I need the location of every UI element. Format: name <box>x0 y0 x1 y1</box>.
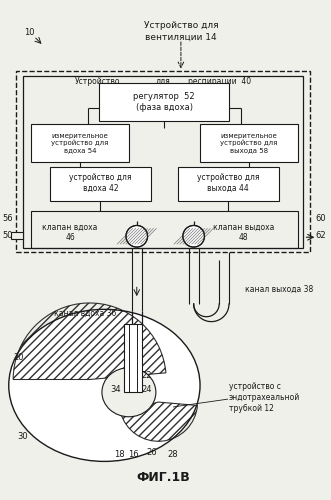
Text: 56: 56 <box>2 214 13 223</box>
Bar <box>31 211 298 248</box>
Text: для: для <box>156 77 170 86</box>
Circle shape <box>183 226 205 247</box>
Text: 26: 26 <box>146 448 157 456</box>
Text: клапан выдоха
48: клапан выдоха 48 <box>213 222 274 242</box>
Bar <box>124 324 142 392</box>
Text: 22: 22 <box>141 371 152 380</box>
Text: Устройство для
вентиляции 14: Устройство для вентиляции 14 <box>144 22 218 42</box>
Text: 32: 32 <box>125 368 136 377</box>
Text: канал выхода 38: канал выхода 38 <box>245 284 313 294</box>
Ellipse shape <box>9 310 200 462</box>
Bar <box>100 83 229 120</box>
Bar <box>178 166 279 201</box>
Bar <box>50 166 152 201</box>
Text: 20: 20 <box>14 354 24 362</box>
Text: ФИГ.1В: ФИГ.1В <box>136 471 190 484</box>
Text: 16: 16 <box>128 450 139 458</box>
Circle shape <box>126 226 148 247</box>
Text: клапан вдоха
46: клапан вдоха 46 <box>42 222 98 242</box>
Text: измерительное
устройство для
выхода 58: измерительное устройство для выхода 58 <box>220 133 277 154</box>
Text: измерительное
устройство для
вдоха 54: измерительное устройство для вдоха 54 <box>51 133 109 154</box>
Bar <box>23 76 303 248</box>
Text: устройство с
эндотрахеальной
трубкой 12: устройство с эндотрахеальной трубкой 12 <box>229 382 300 412</box>
Text: 34: 34 <box>110 385 120 394</box>
Bar <box>31 124 129 162</box>
Text: 30: 30 <box>18 432 28 441</box>
Text: 28: 28 <box>168 450 178 458</box>
Text: 10: 10 <box>24 28 34 36</box>
Text: регулятор  52
(фаза вдоха): регулятор 52 (фаза вдоха) <box>133 92 195 112</box>
Text: 60: 60 <box>315 214 325 223</box>
Text: устройство для
вдоха 42: устройство для вдоха 42 <box>69 173 132 194</box>
Text: 24: 24 <box>141 385 152 394</box>
Text: 18: 18 <box>114 450 124 458</box>
Text: канал вдоха 36: канал вдоха 36 <box>54 310 116 318</box>
Text: устройство для
выхода 44: устройство для выхода 44 <box>197 173 259 194</box>
Text: 62: 62 <box>315 231 325 240</box>
Bar <box>11 232 23 239</box>
Bar <box>200 124 298 162</box>
Text: 50: 50 <box>2 231 13 240</box>
Text: Устройство: Устройство <box>75 77 120 86</box>
Bar <box>16 72 310 252</box>
Ellipse shape <box>102 368 156 417</box>
Text: респирации  40: респирации 40 <box>188 77 252 86</box>
